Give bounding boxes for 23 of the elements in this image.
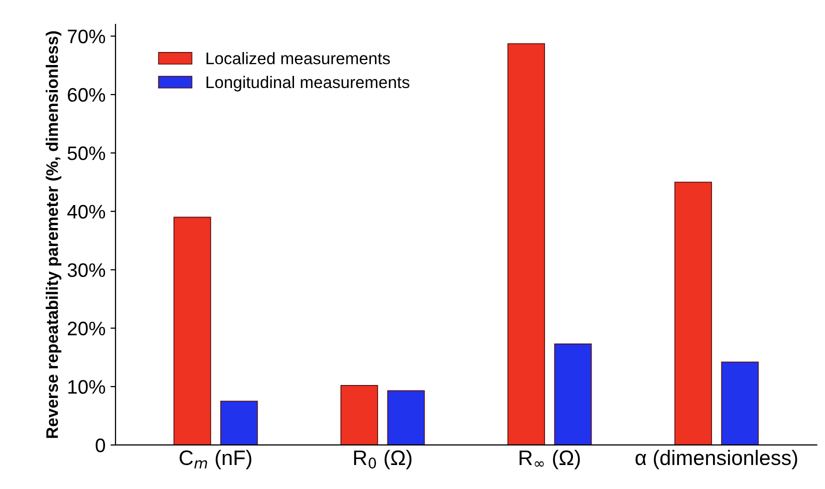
x-tick-label: C$_{m}$ (nF) bbox=[180, 450, 252, 470]
bar bbox=[387, 390, 425, 445]
bar bbox=[674, 182, 712, 445]
y-tick-label: 0 bbox=[96, 438, 106, 452]
y-tick-label: 30% bbox=[68, 263, 106, 277]
bar bbox=[507, 43, 546, 445]
bar bbox=[220, 400, 258, 445]
bar bbox=[554, 344, 592, 445]
y-tick-label: 10% bbox=[68, 380, 106, 394]
y-tick-label: 20% bbox=[68, 322, 106, 336]
y-axis-title: Reverse repeatability paremeter (%, dimensionless) bbox=[46, 31, 62, 438]
bar bbox=[174, 216, 212, 445]
y-tick-label: 60% bbox=[68, 88, 106, 102]
legend-label: Localized measurements bbox=[206, 52, 390, 64]
y-tick-label: 50% bbox=[68, 146, 106, 160]
x-tick-label: R$_{∞}$ (Ω) bbox=[520, 450, 580, 470]
x-tick-label: α (dimensionless) bbox=[636, 450, 798, 470]
legend-label: Longitudinal measurements bbox=[206, 76, 410, 92]
y-tick-label: 40% bbox=[67, 204, 106, 219]
bar bbox=[340, 384, 378, 445]
bar bbox=[721, 362, 759, 445]
x-tick-label: R$_{0}$ (Ω) bbox=[354, 450, 412, 470]
y-tick-label: 70% bbox=[68, 30, 106, 44]
